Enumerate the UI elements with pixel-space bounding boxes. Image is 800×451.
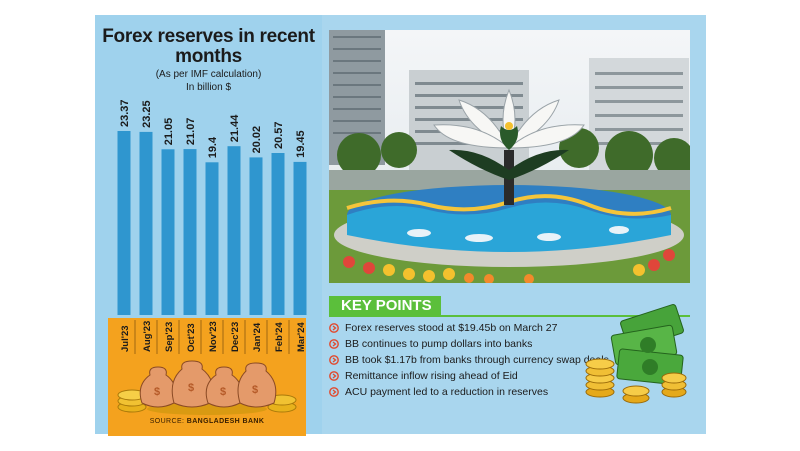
arrow-circle-icon — [329, 355, 339, 365]
chart-title: Forex reserves in recent months — [102, 26, 315, 67]
bar-Mar'24 — [293, 161, 307, 315]
category-label: Jan'24 — [252, 322, 263, 352]
chart-subtitle: (As per IMF calculation) — [155, 69, 262, 80]
value-label: 23.37 — [119, 99, 131, 127]
arrow-circle-icon — [329, 339, 339, 349]
value-label: 20.57 — [273, 121, 285, 149]
category-label: Sep'23 — [164, 322, 175, 352]
key-point-item: BB took $1.17b from banks through curren… — [329, 352, 609, 368]
key-point-item: Remittance inflow rising ahead of Eid — [329, 368, 599, 384]
bar-Nov'23 — [205, 162, 219, 315]
value-label: 21.07 — [185, 118, 197, 146]
category-label: Mar'24 — [296, 322, 307, 352]
bar-chart: 23.37 Jul'23 23.25 Aug'23 21.05 Sep'23 21.07 Oc… — [117, 99, 307, 354]
bar-Aug'23 — [139, 131, 153, 315]
value-label: 23.25 — [141, 100, 153, 128]
coin-stack-icon — [117, 389, 297, 415]
fountain-photo — [329, 30, 690, 283]
key-point-item: Forex reserves stood at $19.45b on March… — [329, 320, 599, 336]
bar-Jan'24 — [249, 157, 263, 315]
key-points-header: KEY POINTS — [329, 296, 441, 316]
value-label: 19.4 — [207, 136, 219, 158]
value-label: 21.05 — [163, 118, 175, 146]
key-points-list: Forex reserves stood at $19.45b on March… — [329, 320, 609, 400]
source-note: SOURCE: BANGLADESH BANK — [149, 418, 265, 425]
fountain-photo-art — [329, 30, 690, 283]
chart-unit: In billion $ — [185, 82, 232, 93]
money-bags-illustration: $ $ $ $ — [117, 360, 297, 415]
value-label: 19.45 — [295, 130, 307, 158]
bar-Feb'24 — [271, 153, 285, 315]
svg-text:$: $ — [220, 386, 226, 398]
svg-text:$: $ — [252, 384, 258, 396]
key-point-item: BB continues to pump dollars into banks — [329, 336, 599, 352]
bar-Sep'23 — [161, 149, 175, 315]
arrow-circle-icon — [329, 387, 339, 397]
coin-stack-icon — [585, 358, 687, 404]
arrow-circle-icon — [329, 371, 339, 381]
money-bag-icon — [139, 360, 277, 408]
category-label: Aug'23 — [142, 321, 153, 352]
value-label: 21.44 — [229, 114, 241, 142]
key-point-item: ACU payment led to a reduction in reserv… — [329, 384, 599, 400]
category-label: Feb'24 — [274, 322, 285, 352]
arrow-circle-icon — [329, 323, 339, 333]
value-label: 20.02 — [251, 126, 263, 154]
svg-text:$: $ — [154, 386, 160, 398]
category-label: Nov'23 — [208, 321, 219, 352]
category-label: Dec'23 — [230, 322, 241, 352]
category-label: Jul'23 — [120, 325, 131, 352]
svg-text:$: $ — [188, 382, 194, 394]
bar-Oct'23 — [183, 149, 197, 315]
bar-Dec'23 — [227, 146, 241, 315]
money-stack-illustration — [585, 304, 687, 404]
category-label: Oct'23 — [186, 323, 197, 352]
key-points-divider — [329, 315, 690, 317]
bar-Jul'23 — [117, 131, 131, 315]
